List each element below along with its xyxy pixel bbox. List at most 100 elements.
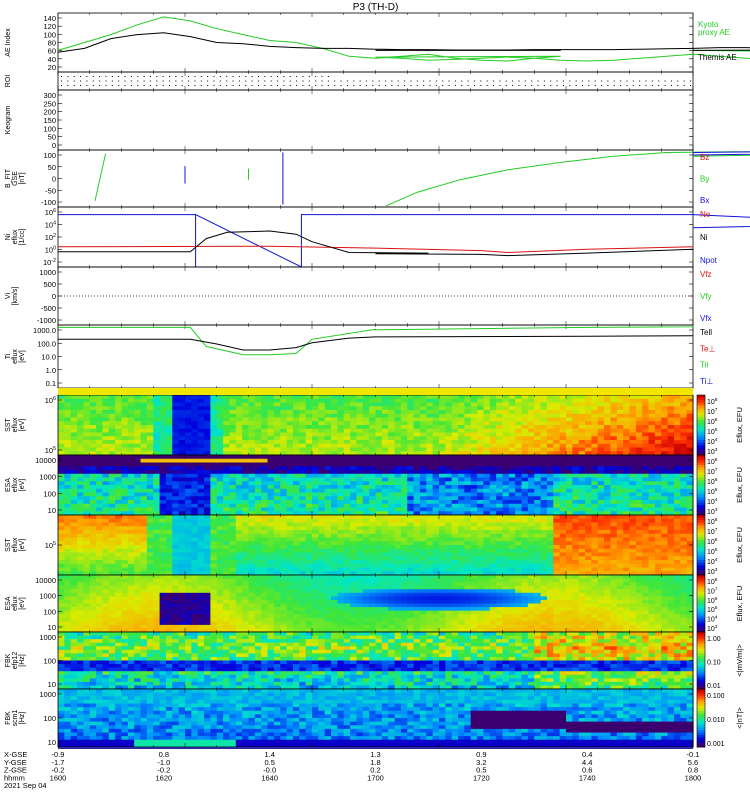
heatmap-cell [432,477,440,482]
heatmap-cell [248,477,256,482]
heatmap-cell [159,511,167,516]
heatmap-cell [572,402,580,407]
heatmap-cell [426,417,434,422]
heatmap-cell [350,425,358,430]
heatmap-cell [388,466,396,471]
heatmap-cell [502,402,510,407]
heatmap-cell [197,488,205,494]
heatmap-cell [108,526,116,531]
heatmap-cell [534,492,542,497]
heatmap-cell [70,537,78,542]
heatmap-cell [108,492,116,497]
heatmap-cell [115,425,123,430]
heatmap-cell [286,462,294,467]
heatmap-cell [616,402,624,407]
heatmap-cell [534,417,542,422]
heatmap-cell [553,462,561,467]
heatmap-cell [343,560,351,565]
heatmap-cell [635,432,643,437]
roi-dot [99,80,101,82]
heatmap-cell [58,492,65,497]
heatmap-cell [667,455,675,460]
heatmap-cell [350,428,358,434]
heatmap-cell [502,406,510,411]
heatmap-cell [216,496,224,501]
heatmap-cell [146,507,154,512]
heatmap-cell [89,552,97,557]
heatmap-cell [629,413,637,419]
heatmap-cell [204,526,211,531]
heatmap-cell [426,447,434,452]
heatmap-cell [248,496,256,501]
heatmap-cell [286,537,294,542]
heatmap-cell [204,485,211,490]
heatmap-cell [369,563,377,569]
heatmap-cell [140,511,148,516]
heatmap-cell [64,526,72,531]
heatmap-cell [623,485,631,490]
heatmap-cell [566,485,573,490]
heatmap-cell [477,451,485,456]
heatmap-cell [210,470,218,475]
heatmap-cell [191,567,199,572]
heatmap-cell [413,500,421,505]
heatmap-cell [70,545,78,550]
heatmap-cell [400,507,408,512]
heatmap-cell [64,410,72,415]
heatmap-cell [585,425,592,430]
heatmap-cell [185,545,192,550]
roi-dot [137,85,139,86]
roi-dot [429,80,431,82]
heatmap-cell [280,537,288,542]
heatmap-cell [248,537,256,542]
heatmap-cell [343,410,351,415]
heatmap-cell [375,462,383,467]
heatmap-cell [140,451,148,456]
heatmap-cell [89,470,97,475]
heatmap-cell [673,503,681,509]
heatmap-cell [121,413,129,419]
heatmap-cell [502,440,510,445]
heatmap-cell [489,451,497,456]
ytick-label: 100 [43,489,56,498]
heatmap-cell [140,477,148,482]
heatmap-cell [280,507,288,512]
heatmap-cell [477,436,485,441]
roi-dot [651,85,653,86]
heatmap-cell [267,421,275,426]
heatmap-cell [267,560,275,565]
heatmap-cell [388,447,396,452]
heatmap-cell [413,436,421,441]
heatmap-cell [559,455,567,460]
heatmap-cell [267,492,275,497]
heatmap-cell [610,440,618,445]
heatmap-cell [464,511,472,516]
roi-dot [607,85,609,86]
heatmap-cell [121,421,129,426]
heatmap-cell [134,503,142,509]
heatmap-cell [394,447,402,452]
heatmap-cell [439,398,446,404]
heatmap-cell [64,533,72,539]
heatmap-cell [629,395,637,400]
heatmap-cell [680,503,688,509]
heatmap-cell [235,398,243,404]
heatmap-cell [312,518,319,524]
heatmap-cell [102,500,110,505]
heatmap-cell [286,515,294,520]
heatmap-cell [299,473,307,479]
heatmap-cell [483,485,491,490]
heatmap-cell [483,488,491,494]
heatmap-cell [534,503,542,509]
heatmap-cell [534,451,542,456]
heatmap-cell [127,522,135,527]
heatmap-cell [229,537,237,542]
heatmap-cell [534,485,542,490]
heatmap-cell [394,563,402,569]
heatmap-cell [381,530,389,535]
roi-dot [645,80,647,82]
heatmap-cell [185,477,192,482]
heatmap-cell [64,548,72,554]
heatmap-cell [413,425,421,430]
heatmap-cell [534,488,542,494]
